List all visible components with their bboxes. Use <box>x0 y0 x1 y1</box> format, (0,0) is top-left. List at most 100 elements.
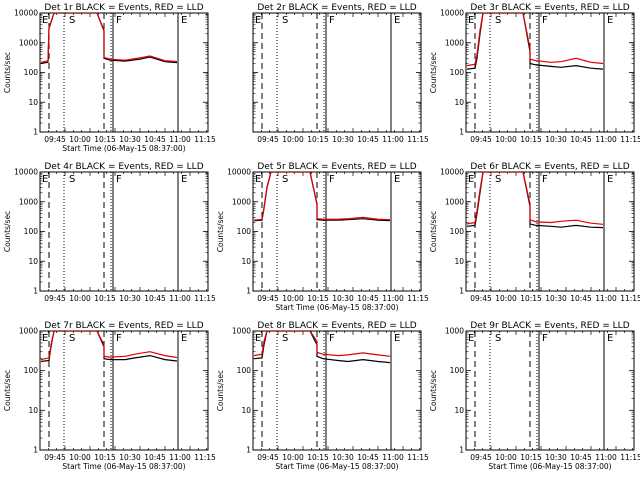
x-tick-label: 10:00 <box>495 294 517 303</box>
plot-frame <box>252 12 422 133</box>
interval-marker-E: E <box>394 333 400 344</box>
series-lld-line <box>253 331 391 357</box>
y-tick-label: 1 <box>246 446 251 455</box>
interval-marker-E: E <box>394 15 400 26</box>
x-tick-label: 09:45 <box>470 453 492 462</box>
series-events-line <box>466 172 604 229</box>
y-tick-label: 10 <box>241 406 251 415</box>
panel-title: Det 1r BLACK = Events, RED = LLD <box>44 3 203 13</box>
plot-frame <box>465 330 635 451</box>
series-events-line <box>253 172 391 222</box>
x-tick-label: 11:15 <box>407 453 429 462</box>
interval-marker-S: S <box>282 333 288 344</box>
x-tick-label: 10:15 <box>520 135 542 144</box>
plot-frame <box>39 171 209 292</box>
interval-marker-F: F <box>542 15 548 26</box>
interval-marker-F: F <box>542 174 548 185</box>
series-events-line <box>40 13 178 65</box>
y-axis-label: Counts/sec <box>429 211 438 252</box>
series-lld-line <box>466 172 604 225</box>
y-tick-label: 10 <box>454 257 464 266</box>
interval-marker-S: S <box>495 333 501 344</box>
interval-marker-F: F <box>542 333 548 344</box>
y-tick-label: 1000 <box>232 197 251 206</box>
x-tick-label: 10:15 <box>307 294 329 303</box>
x-axis-label: Start Time (06-May-15 08:37:00) <box>62 462 185 471</box>
x-tick-label: 11:00 <box>595 135 617 144</box>
x-tick-label: 10:30 <box>545 294 567 303</box>
panel-title: Det 5r BLACK = Events, RED = LLD <box>257 162 416 172</box>
x-tick-label: 10:45 <box>357 453 379 462</box>
y-tick-label: 1000 <box>19 38 38 47</box>
x-tick-label: 09:45 <box>257 294 279 303</box>
x-tick-label: 09:45 <box>470 294 492 303</box>
x-tick-label: 11:15 <box>194 294 216 303</box>
x-tick-label: 09:45 <box>257 453 279 462</box>
interval-marker-E: E <box>181 333 187 344</box>
panel-det-6: Det 6r BLACK = Events, RED = LLD 1 10 100 10… <box>429 162 640 303</box>
panel-title: Det 4r BLACK = Events, RED = LLD <box>44 162 203 172</box>
y-tick-label: 1 <box>459 446 464 455</box>
interval-marker-F: F <box>329 15 335 26</box>
interval-marker-E: E <box>255 174 261 185</box>
y-tick-label: 1000 <box>445 197 464 206</box>
interval-marker-S: S <box>495 15 501 26</box>
y-axis-label: Counts/sec <box>429 370 438 411</box>
interval-marker-E: E <box>607 15 613 26</box>
x-tick-label: 10:45 <box>144 294 166 303</box>
x-tick-label: 10:45 <box>570 294 592 303</box>
interval-marker-S: S <box>69 174 75 185</box>
x-tick-label: 11:00 <box>169 294 191 303</box>
y-tick-label: 10 <box>28 406 38 415</box>
x-tick-label: 10:00 <box>495 135 517 144</box>
x-tick-label: 10:00 <box>69 453 91 462</box>
series-lld-line <box>466 13 604 67</box>
x-tick-label: 10:00 <box>282 294 304 303</box>
interval-marker-E: E <box>42 15 48 26</box>
interval-marker-F: F <box>329 333 335 344</box>
x-tick-label: 10:30 <box>119 294 141 303</box>
x-tick-label: 10:15 <box>307 135 329 144</box>
x-tick-label: 10:15 <box>94 135 116 144</box>
interval-marker-E: E <box>42 333 48 344</box>
panel-title: Det 9r BLACK = Events, RED = LLD <box>470 321 629 331</box>
x-tick-label: 10:00 <box>282 135 304 144</box>
x-tick-label: 10:30 <box>119 135 141 144</box>
x-tick-label: 10:45 <box>144 453 166 462</box>
y-tick-label: 1 <box>246 287 251 296</box>
x-tick-label: 10:00 <box>495 453 517 462</box>
x-axis-label: Start Time (06-May-15 08:37:00) <box>62 144 185 153</box>
interval-marker-E: E <box>394 174 400 185</box>
x-tick-label: 10:30 <box>545 135 567 144</box>
y-tick-label: 100 <box>237 366 252 375</box>
x-tick-label: 10:30 <box>119 453 141 462</box>
panel-det-1: Det 1r BLACK = Events, RED = LLD 1 10 100 10… <box>3 3 216 153</box>
y-axis-label: Counts/sec <box>429 52 438 93</box>
interval-marker-S: S <box>69 333 75 344</box>
x-tick-label: 10:45 <box>357 294 379 303</box>
y-tick-label: 1000 <box>232 327 251 336</box>
x-tick-label: 11:00 <box>169 453 191 462</box>
y-tick-label: 1 <box>33 128 38 137</box>
y-tick-label: 100 <box>450 366 465 375</box>
interval-marker-S: S <box>495 174 501 185</box>
x-tick-label: 09:45 <box>44 294 66 303</box>
y-tick-label: 10 <box>28 98 38 107</box>
interval-marker-S: S <box>282 15 288 26</box>
interval-marker-S: S <box>69 15 75 26</box>
x-tick-label: 10:30 <box>332 135 354 144</box>
x-tick-label: 10:30 <box>545 453 567 462</box>
y-tick-label: 1000 <box>19 327 38 336</box>
y-tick-label: 10000 <box>440 9 464 18</box>
panel-det-9: Det 9r BLACK = Events, RED = LLD 1 10 100 10… <box>429 321 640 471</box>
x-tick-label: 09:45 <box>44 135 66 144</box>
interval-marker-E: E <box>468 333 474 344</box>
plot-frame <box>39 330 209 451</box>
x-tick-label: 11:15 <box>620 453 640 462</box>
plot-frame <box>39 12 209 133</box>
plot-frame <box>465 171 635 292</box>
x-tick-label: 09:45 <box>470 135 492 144</box>
y-tick-label: 1000 <box>445 38 464 47</box>
